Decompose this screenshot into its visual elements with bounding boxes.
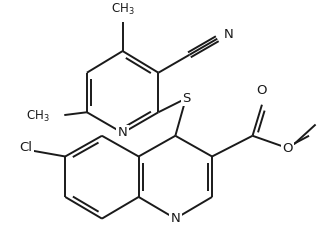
Text: O: O bbox=[282, 142, 293, 154]
Text: N: N bbox=[118, 127, 127, 139]
Text: N: N bbox=[171, 212, 180, 225]
Text: CH$_3$: CH$_3$ bbox=[25, 109, 49, 124]
Text: O: O bbox=[257, 84, 267, 97]
Text: CH$_3$: CH$_3$ bbox=[111, 2, 135, 17]
Text: N: N bbox=[224, 27, 234, 41]
Text: S: S bbox=[182, 92, 191, 105]
Text: Cl: Cl bbox=[19, 141, 32, 153]
